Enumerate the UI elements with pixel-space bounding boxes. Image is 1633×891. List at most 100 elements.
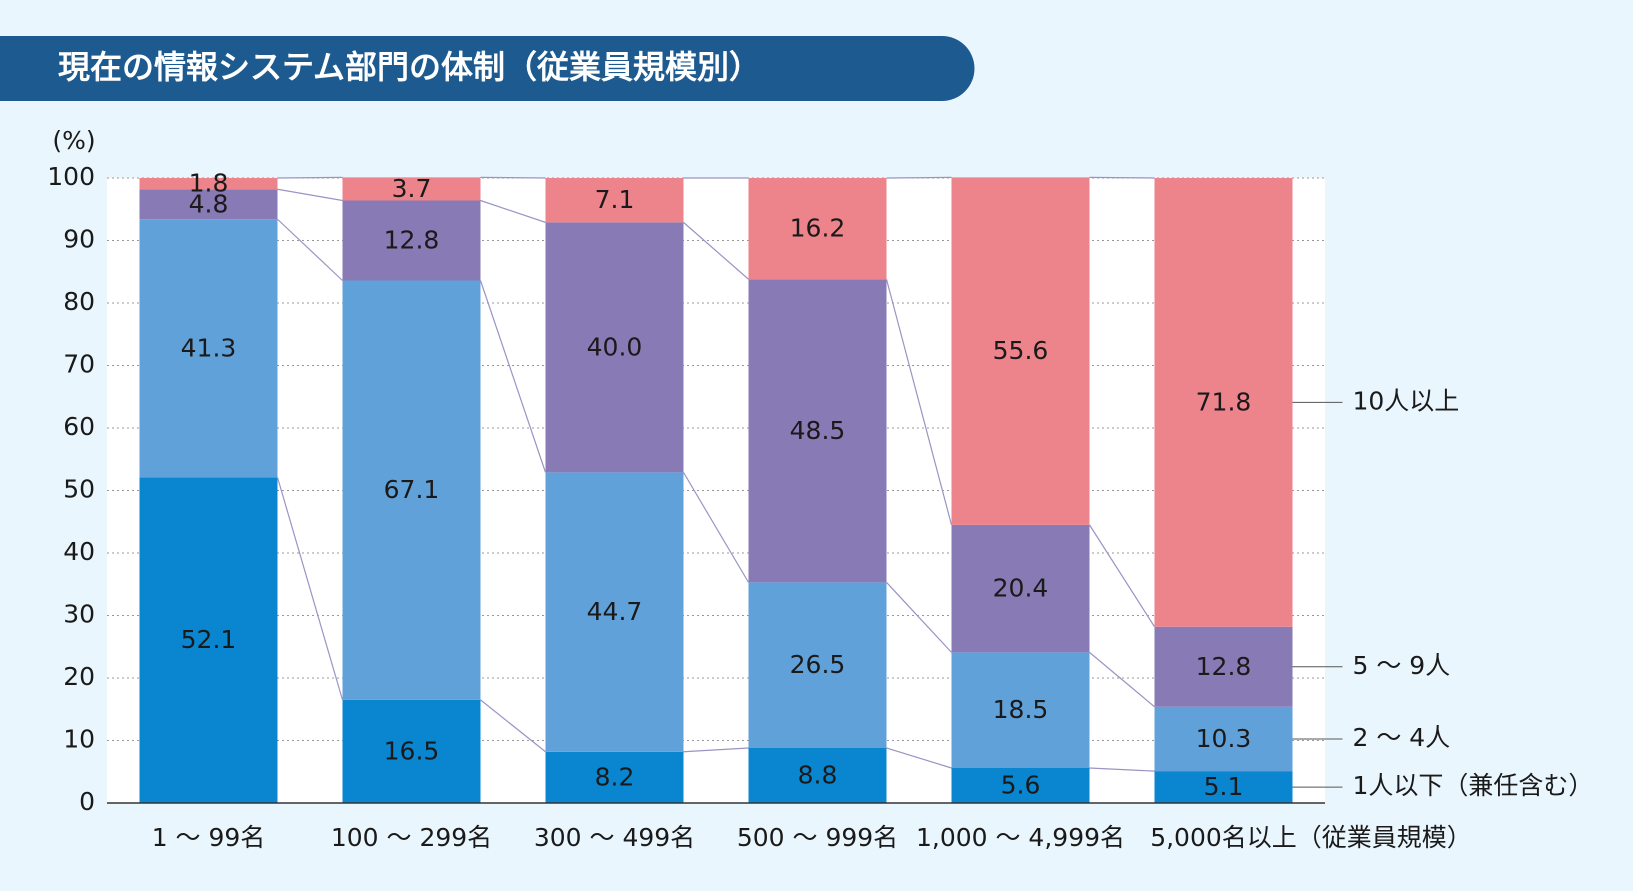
bar-segment [748,178,887,280]
x-tick-label: 5,000名以上（従業員規模） [1150,823,1472,852]
bar-segment [139,189,278,220]
data-label: 5.6 [1001,771,1041,800]
bar-segment [1154,771,1293,803]
connector-line [886,747,952,769]
data-label: 40.0 [587,332,643,361]
connector-line [276,477,344,701]
bar-segment [139,219,278,478]
data-label: 16.2 [790,214,846,243]
x-tick-label: 300 〜 499名 [534,823,695,852]
x-axis-label: （従業員規模） [1297,823,1472,852]
data-label: 8.2 [595,762,635,791]
bar-segment [545,222,684,473]
data-label: 16.5 [384,736,440,765]
chart-title: 現在の情報システム部門の体制（従業員規模別） [58,48,761,86]
bar-segment [545,751,684,803]
data-label: 67.1 [384,475,440,504]
x-tick-label: 1,000 〜 4,999名 [916,823,1125,852]
data-label: 5.1 [1204,772,1244,801]
data-label: 1.8 [189,169,229,198]
connector-line [480,176,546,179]
y-tick-label: 10 [63,725,95,754]
bar-segment [342,200,481,281]
bar-segment [951,652,1090,768]
y-tick-label: 20 [63,662,95,691]
connector-line [1089,176,1155,179]
y-tick-label: 30 [63,600,95,629]
y-tick-label: 70 [63,350,95,379]
connector-line [277,218,343,281]
data-label: 4.8 [189,189,229,218]
connector-line [886,581,952,653]
data-label: 71.8 [1196,387,1252,416]
bar-segment [951,524,1090,653]
legend-label: 1人以下（兼任含む） [1353,771,1594,800]
connector-line [479,280,547,473]
legend-label: 5 〜 9人 [1353,651,1451,680]
data-label: 12.8 [384,226,440,255]
bar-segment [748,748,887,803]
title-banner [0,36,975,101]
legend-label: 2 〜 4人 [1353,723,1451,752]
y-tick-label: 0 [79,787,95,816]
data-label: 41.3 [181,333,237,362]
y-tick-label: 90 [63,225,95,254]
connector-line [480,199,546,223]
x-tick-label-text: 1,000 〜 4,999名 [916,823,1125,852]
connector-line [683,747,749,753]
bar-segment [342,699,481,803]
connector-line [277,176,343,179]
connector-line [1088,524,1156,628]
x-tick-label: 1 〜 99名 [152,823,266,852]
y-tick-label: 50 [63,475,95,504]
connector-line [277,188,343,202]
bar-segment [139,477,278,803]
connector-line [480,699,546,753]
data-label: 20.4 [993,574,1049,603]
bar-segment [1154,178,1293,627]
bar-segment [342,280,481,700]
data-label: 44.7 [587,597,643,626]
x-tick-label: 500 〜 999名 [737,823,898,852]
connector-line [885,279,953,526]
connector-line [682,472,750,583]
y-axis-label: (%) [52,126,95,155]
y-tick-label: 80 [63,287,95,316]
data-label: 18.5 [993,695,1049,724]
legend-label: 10人以上 [1353,386,1460,415]
y-tick-label: 40 [63,537,95,566]
bar-segment [951,768,1090,803]
bar-segment [139,178,278,190]
x-tick-label-text: 100 〜 299名 [331,823,492,852]
bar-segment [748,279,887,583]
bar-segment [342,177,481,201]
data-label: 10.3 [1196,724,1252,753]
data-label: 12.8 [1196,652,1252,681]
connector-line [886,176,952,179]
bar-segment [1154,626,1293,707]
data-label: 7.1 [595,185,635,214]
bar-segment [951,177,1090,525]
bar-segment [545,472,684,752]
x-tick-label-text: 300 〜 499名 [534,823,695,852]
x-tick-label-text: 5,000名以上 [1150,823,1297,852]
data-label: 48.5 [790,416,846,445]
data-label: 55.6 [993,336,1049,365]
data-label: 3.7 [392,174,432,203]
x-tick-label: 100 〜 299名 [331,823,492,852]
y-tick-label: 100 [47,162,95,191]
x-tick-label-text: 1 〜 99名 [152,823,266,852]
bar-segment [545,178,684,223]
bar-segment [748,582,887,748]
x-tick-label-text: 500 〜 999名 [737,823,898,852]
data-label: 52.1 [181,625,237,654]
y-tick-label: 60 [63,412,95,441]
data-label: 8.8 [798,761,838,790]
connector-line [683,221,749,280]
connector-line [1089,767,1155,772]
connector-line [1089,651,1155,708]
data-label: 26.5 [790,650,846,679]
bar-segment [1154,706,1293,772]
